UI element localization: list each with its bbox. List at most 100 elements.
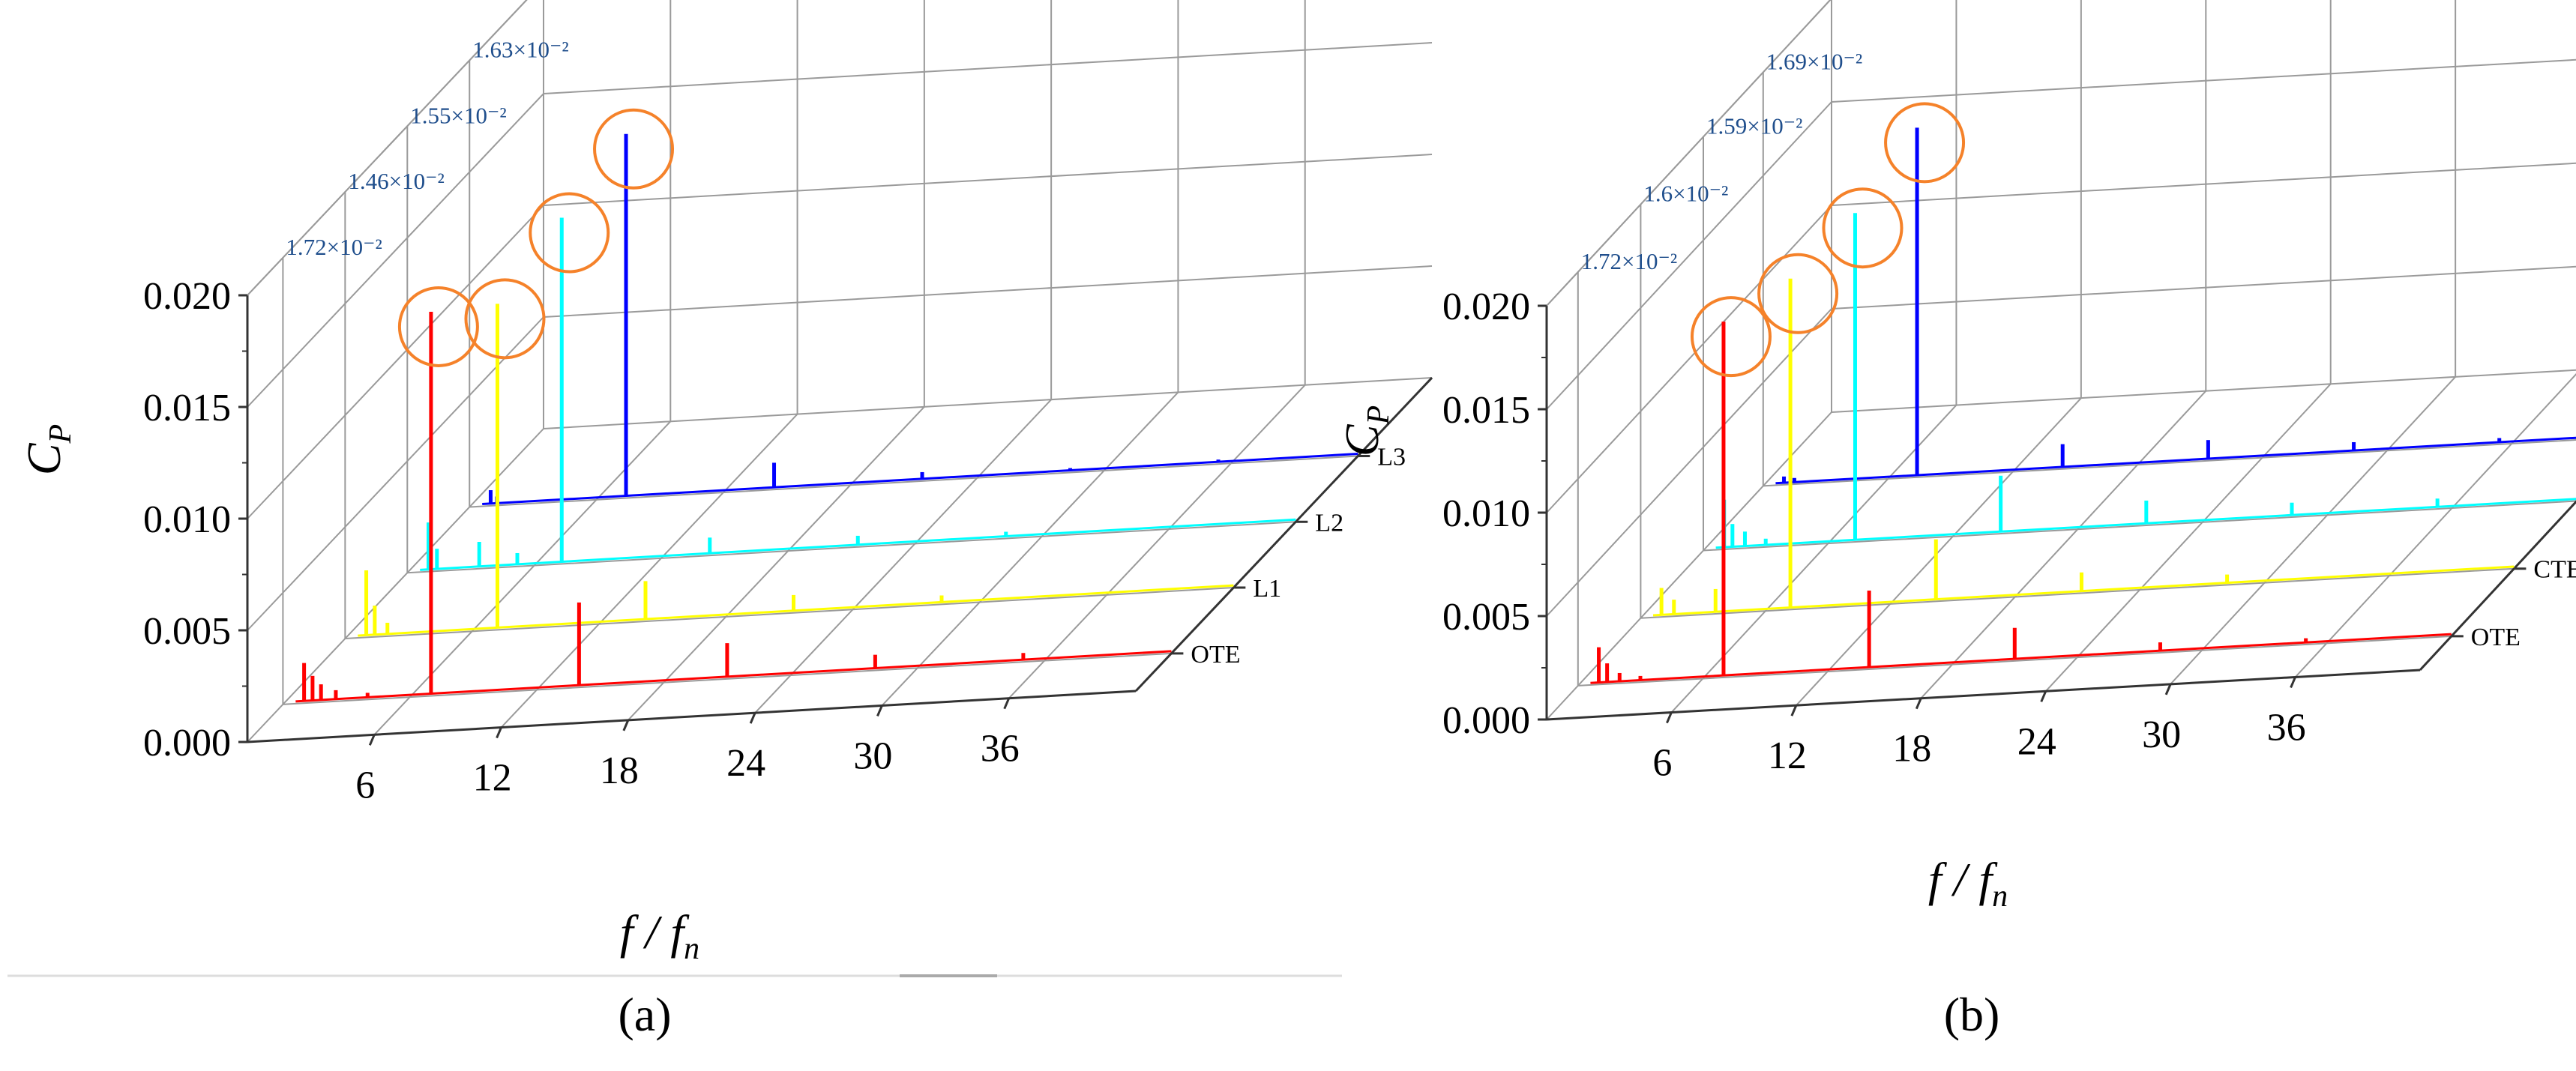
peak-highlight-circle <box>464 278 546 360</box>
x-tick-label: 12 <box>473 757 512 800</box>
series-baseline <box>482 453 1358 506</box>
gridline <box>754 399 1052 714</box>
x-tick-mark <box>2040 690 2047 702</box>
x-axis-title: f / fn <box>1928 853 2008 914</box>
series-baseline <box>358 584 1234 637</box>
series-baseline <box>295 650 1172 703</box>
peak-highlight-circle <box>1822 187 1904 269</box>
peak-value-label: 1.46×10⁻² <box>348 168 444 194</box>
peak-value-label: 1.63×10⁻² <box>472 37 568 63</box>
x-tick-label: 18 <box>600 749 639 792</box>
x-tick-mark <box>1915 698 1922 710</box>
y-tick-label: 0.015 <box>1442 389 1530 432</box>
peak-highlight-circle <box>1690 296 1772 378</box>
x-tick-mark <box>622 719 630 731</box>
y-tick-label: 0.000 <box>1442 699 1530 742</box>
series-baseline <box>1590 633 2452 684</box>
svg-text:CP: CP <box>1335 405 1396 456</box>
gridline <box>543 42 1433 94</box>
x-tick-label: 36 <box>981 728 1020 770</box>
y-tick-label: 0.010 <box>1442 492 1530 535</box>
x-tick-label: 36 <box>2267 706 2306 749</box>
gridline <box>1546 411 1832 720</box>
depth-axis-line <box>1134 376 1433 693</box>
peak-value-label: 1.59×10⁻² <box>1706 113 1802 139</box>
top-edge <box>247 0 528 296</box>
y-tick-label: 0.005 <box>1442 596 1530 639</box>
series-label-ote: OTE <box>2471 624 2521 651</box>
y-axis-title: CP <box>17 424 78 475</box>
x-tick-mark <box>2164 684 2172 696</box>
gridline <box>1831 162 2576 206</box>
series-baseline <box>1652 565 2515 617</box>
gridline <box>469 455 1358 508</box>
panel-label: (a) <box>618 988 671 1041</box>
depth-axis-line <box>2419 500 2576 672</box>
series-label-cte: CTE <box>2533 556 2576 584</box>
top-edge <box>1546 0 1832 307</box>
series-label-l3: L3 <box>1377 444 1406 471</box>
x-tick-label: 18 <box>1892 728 1931 770</box>
gridline <box>1546 101 1832 410</box>
x-tick-label: 24 <box>2017 720 2056 763</box>
series-rbs: 1.69×10⁻² <box>1766 48 2576 485</box>
gridline <box>543 377 1433 429</box>
x-tick-mark <box>1003 698 1011 710</box>
gridline <box>1831 265 2576 310</box>
x-tick-mark <box>1666 711 1673 724</box>
x-tick-mark <box>496 726 502 739</box>
series-label-l1: L1 <box>1253 575 1281 603</box>
series-label-l2: L2 <box>1315 509 1343 537</box>
gridline <box>1577 635 2452 687</box>
gridline <box>2294 372 2576 678</box>
y-tick-label: 0.020 <box>1442 286 1530 328</box>
peak-value-label: 1.72×10⁻² <box>286 234 382 260</box>
gridline <box>1703 500 2576 552</box>
gridline <box>543 154 1433 206</box>
y-tick-label: 0.020 <box>143 275 231 318</box>
gridline <box>247 93 544 408</box>
x-tick-mark <box>876 705 883 717</box>
y-tick-label: 0.015 <box>143 387 231 429</box>
peak-value-label: 1.6×10⁻² <box>1643 181 1728 207</box>
svg-text:CP: CP <box>17 424 78 475</box>
gridline <box>247 205 544 519</box>
peak-value-label: 1.69×10⁻² <box>1766 48 1862 74</box>
x-tick-mark <box>368 734 376 746</box>
peak-value-label: 1.72×10⁻² <box>1581 248 1677 274</box>
gridline <box>1008 384 1306 699</box>
gridline <box>247 428 544 743</box>
gridline <box>1796 397 2082 706</box>
gridline <box>1831 369 2576 413</box>
series-ote: 1.72×10⁻² <box>1581 248 2452 684</box>
gridline <box>1670 404 1957 714</box>
gridline <box>881 391 1179 707</box>
series-ote: 1.72×10⁻² <box>286 234 1172 703</box>
x-axis-line <box>1546 669 2421 721</box>
gridline <box>373 420 672 735</box>
axis-frame <box>246 0 1433 743</box>
series-l1: 1.46×10⁻² <box>348 168 1234 637</box>
panel-a: 0.000 0.005 0.010 0.015 0.020 6 12 18 24 30 36 OTE L… <box>17 0 1433 1041</box>
y-tick-label: 0.000 <box>143 722 231 764</box>
gridline <box>1831 58 2576 103</box>
series-l2: 1.55×10⁻² <box>410 102 1296 571</box>
gridline <box>1920 390 2207 699</box>
series-l3: 1.63×10⁻² <box>472 37 1358 506</box>
gridline <box>2170 376 2456 685</box>
gridline <box>283 652 1172 705</box>
gridline <box>407 521 1296 574</box>
gridline <box>1640 567 2515 619</box>
peak-highlight-circle <box>1884 102 1966 184</box>
x-tick-mark <box>749 712 756 724</box>
x-tick-label: 6 <box>355 764 375 806</box>
x-tick-label: 30 <box>2142 714 2181 756</box>
gridline <box>1763 438 2576 487</box>
series-ebs: 1.59×10⁻² <box>1706 113 2576 549</box>
series-baseline <box>1775 436 2576 485</box>
x-tick-label: 24 <box>726 742 765 785</box>
x-tick-mark <box>2290 676 2296 689</box>
y-tick-label: 0.005 <box>143 610 231 653</box>
series-label-ote: OTE <box>1191 641 1240 669</box>
